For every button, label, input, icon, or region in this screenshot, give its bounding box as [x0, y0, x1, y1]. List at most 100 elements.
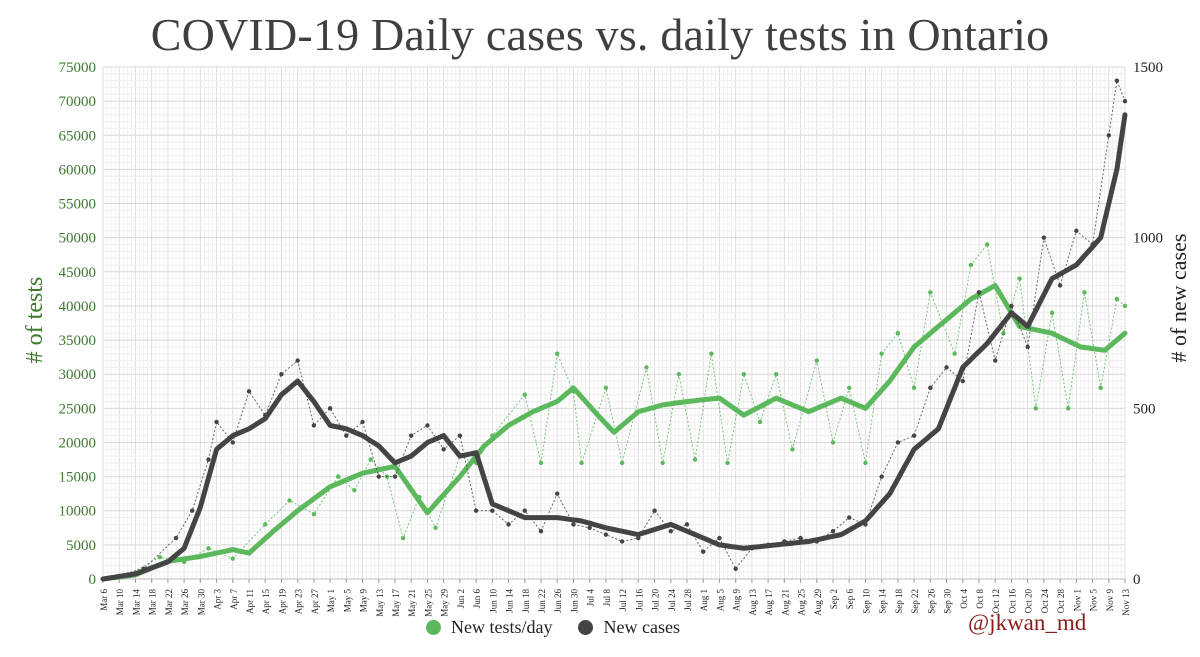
x-tick-label: Aug 17	[764, 589, 774, 616]
daily-point	[295, 358, 300, 363]
daily-point	[425, 423, 430, 428]
daily-point	[1114, 78, 1120, 83]
daily-point	[757, 419, 763, 425]
daily-point	[1017, 276, 1022, 281]
daily-point	[1098, 385, 1103, 391]
daily-point	[725, 460, 730, 466]
daily-point	[214, 419, 219, 425]
daily-point	[814, 358, 819, 363]
daily-point	[538, 460, 544, 466]
y-axis-left-label: # of tests	[22, 277, 48, 364]
smoothed-line	[100, 112, 1128, 582]
x-tick-label: Sep 22	[910, 589, 920, 614]
x-tick-label: May 9	[359, 589, 369, 613]
x-tick-label: Mar 26	[180, 589, 190, 616]
y-tick-label-left: 20000	[59, 435, 97, 451]
daily-point	[684, 522, 690, 527]
daily-point	[1066, 406, 1071, 411]
x-tick-label: Sep 26	[926, 589, 936, 614]
daily-point	[279, 372, 284, 377]
x-tick-label: May 17	[391, 589, 401, 617]
daily-point	[287, 498, 292, 503]
x-tick-label: May 25	[423, 589, 433, 617]
x-tick-label: Jun 26	[553, 589, 563, 613]
chart-title: COVID-19 Daily cases vs. daily tests in …	[150, 9, 1050, 60]
x-tick-label: Nov 5	[1089, 589, 1099, 612]
x-tick-label: May 5	[342, 589, 352, 613]
y-tick-label-left: 50000	[59, 231, 97, 247]
daily-point	[1082, 290, 1087, 295]
x-tick-label: Mar 6	[99, 589, 109, 611]
y-tick-label-left: 30000	[59, 367, 97, 383]
x-tick-label: Sep 14	[878, 589, 888, 614]
x-tick-label: Jun 22	[537, 589, 547, 613]
x-tick-label: Oct 8	[975, 589, 985, 609]
daily-point	[555, 491, 560, 496]
daily-point	[409, 433, 414, 438]
daily-point	[352, 488, 357, 493]
daily-point	[522, 508, 527, 513]
daily-point	[879, 351, 884, 356]
y-tick-label-left: 70000	[59, 94, 97, 110]
x-tick-label: Apr 27	[310, 589, 320, 615]
daily-point	[157, 554, 162, 560]
daily-point	[1074, 228, 1079, 234]
daily-point	[733, 566, 738, 571]
daily-point	[960, 378, 965, 384]
x-tick-label: Jun 18	[521, 589, 531, 613]
daily-point	[911, 433, 917, 438]
x-tick-label: Mar 30	[196, 589, 206, 616]
y-tick-label-left: 45000	[59, 265, 97, 281]
x-tick-label: Sep 2	[829, 589, 839, 609]
y-tick-label-left: 60000	[59, 162, 97, 178]
y-tick-label-right: 0	[1133, 572, 1141, 588]
daily-point	[895, 331, 901, 336]
daily-point	[206, 546, 211, 551]
smoothed-line	[100, 283, 1128, 582]
daily-point	[538, 529, 544, 534]
x-tick-label: Nov 9	[1105, 589, 1115, 612]
x-tick-label: Sep 10	[861, 589, 871, 614]
daily-point	[830, 440, 836, 445]
daily-point	[473, 508, 479, 513]
daily-point	[847, 385, 852, 391]
x-tick-label: Apr 19	[277, 589, 287, 615]
legend-cases-label: New cases	[603, 617, 680, 637]
legend-item-tests[interactable]: New tests/day	[426, 617, 552, 638]
daily-point	[652, 508, 657, 513]
series-layer	[100, 78, 1128, 582]
x-tick-label: Sep 18	[894, 589, 904, 614]
daily-point	[863, 460, 868, 466]
daily-point	[344, 433, 349, 438]
daily-point	[246, 389, 252, 394]
x-tick-label: Mar 22	[164, 589, 174, 615]
x-tick-label: Aug 25	[797, 589, 807, 616]
x-tick-label: Nov 1	[1072, 589, 1082, 611]
x-tick-label: Jun 14	[505, 589, 515, 613]
daily-point	[433, 525, 438, 530]
daily-point	[911, 385, 917, 391]
x-tick-label: Mar 18	[148, 589, 158, 616]
daily-point	[311, 511, 317, 517]
daily-point	[879, 474, 884, 479]
daily-point	[895, 440, 901, 445]
daily-point	[1106, 133, 1111, 138]
legend-item-cases[interactable]: New cases	[578, 617, 680, 638]
daily-point	[1114, 296, 1120, 302]
daily-point	[1049, 310, 1055, 315]
x-tick-label: Jul 16	[634, 589, 644, 611]
daily-point	[522, 392, 527, 397]
x-tick-label: Oct 16	[1007, 589, 1017, 614]
daily-point	[190, 508, 195, 513]
daily-point	[579, 460, 584, 466]
y-tick-label-left: 15000	[59, 470, 97, 486]
daily-point	[984, 242, 990, 247]
y-axis-right-label: # of new cases	[1166, 234, 1191, 363]
y-tick-label-left: 10000	[59, 504, 97, 520]
daily-point	[336, 474, 341, 479]
x-tick-label: Mar 10	[115, 589, 125, 616]
x-tick-label: Apr 3	[213, 589, 223, 610]
daily-point	[847, 515, 852, 520]
daily-point	[263, 522, 268, 527]
